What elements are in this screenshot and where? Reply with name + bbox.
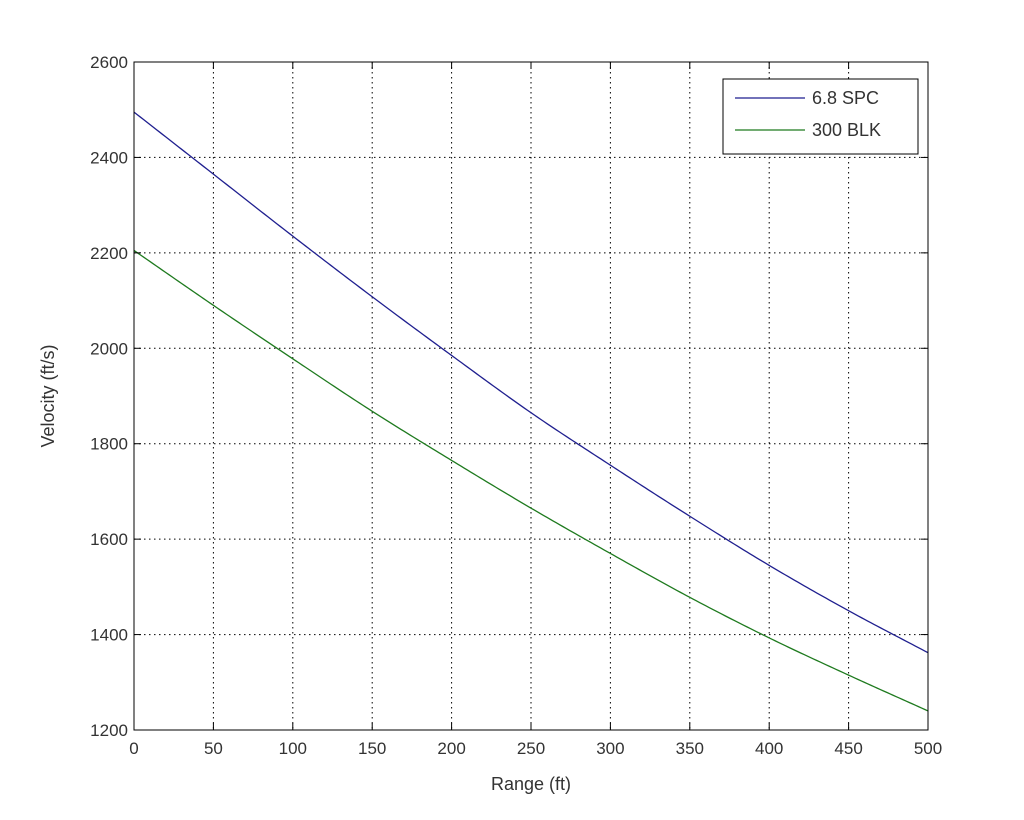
x-tick-label: 200 — [437, 739, 465, 758]
series-lines — [133, 111, 929, 712]
x-tick-label: 300 — [596, 739, 624, 758]
series-line-6-8-spc — [133, 111, 929, 654]
x-tick-label: 400 — [755, 739, 783, 758]
y-tick-label: 2000 — [90, 339, 128, 358]
x-tick-label: 0 — [129, 739, 138, 758]
x-tick-label: 250 — [517, 739, 545, 758]
x-axis-label: Range (ft) — [491, 774, 571, 794]
y-tick-labels: 1200 1400 1600 1800 2000 2200 2400 2600 — [90, 53, 128, 740]
x-tick-label: 350 — [676, 739, 704, 758]
x-tick-label: 450 — [834, 739, 862, 758]
y-tick-label: 1200 — [90, 721, 128, 740]
y-tick-label: 1800 — [90, 435, 128, 454]
y-tick-label: 2200 — [90, 244, 128, 263]
series-line-300-blk — [133, 249, 929, 712]
y-tick-label: 1600 — [90, 530, 128, 549]
legend-label-300-blk: 300 BLK — [812, 120, 881, 140]
legend-label-6-8-spc: 6.8 SPC — [812, 88, 879, 108]
axis-ticks — [133, 61, 929, 731]
x-tick-label: 50 — [204, 739, 223, 758]
y-axis-label: Velocity (ft/s) — [38, 344, 58, 447]
y-tick-label: 1400 — [90, 626, 128, 645]
x-tick-label: 150 — [358, 739, 386, 758]
legend: 6.8 SPC 300 BLK — [722, 78, 919, 155]
x-tick-labels: 0 50 100 150 200 250 300 350 400 450 500 — [129, 739, 942, 758]
x-tick-label: 500 — [914, 739, 942, 758]
y-tick-label: 2400 — [90, 148, 128, 167]
y-tick-label: 2600 — [90, 53, 128, 72]
x-tick-label: 100 — [279, 739, 307, 758]
legend-box — [722, 78, 919, 155]
